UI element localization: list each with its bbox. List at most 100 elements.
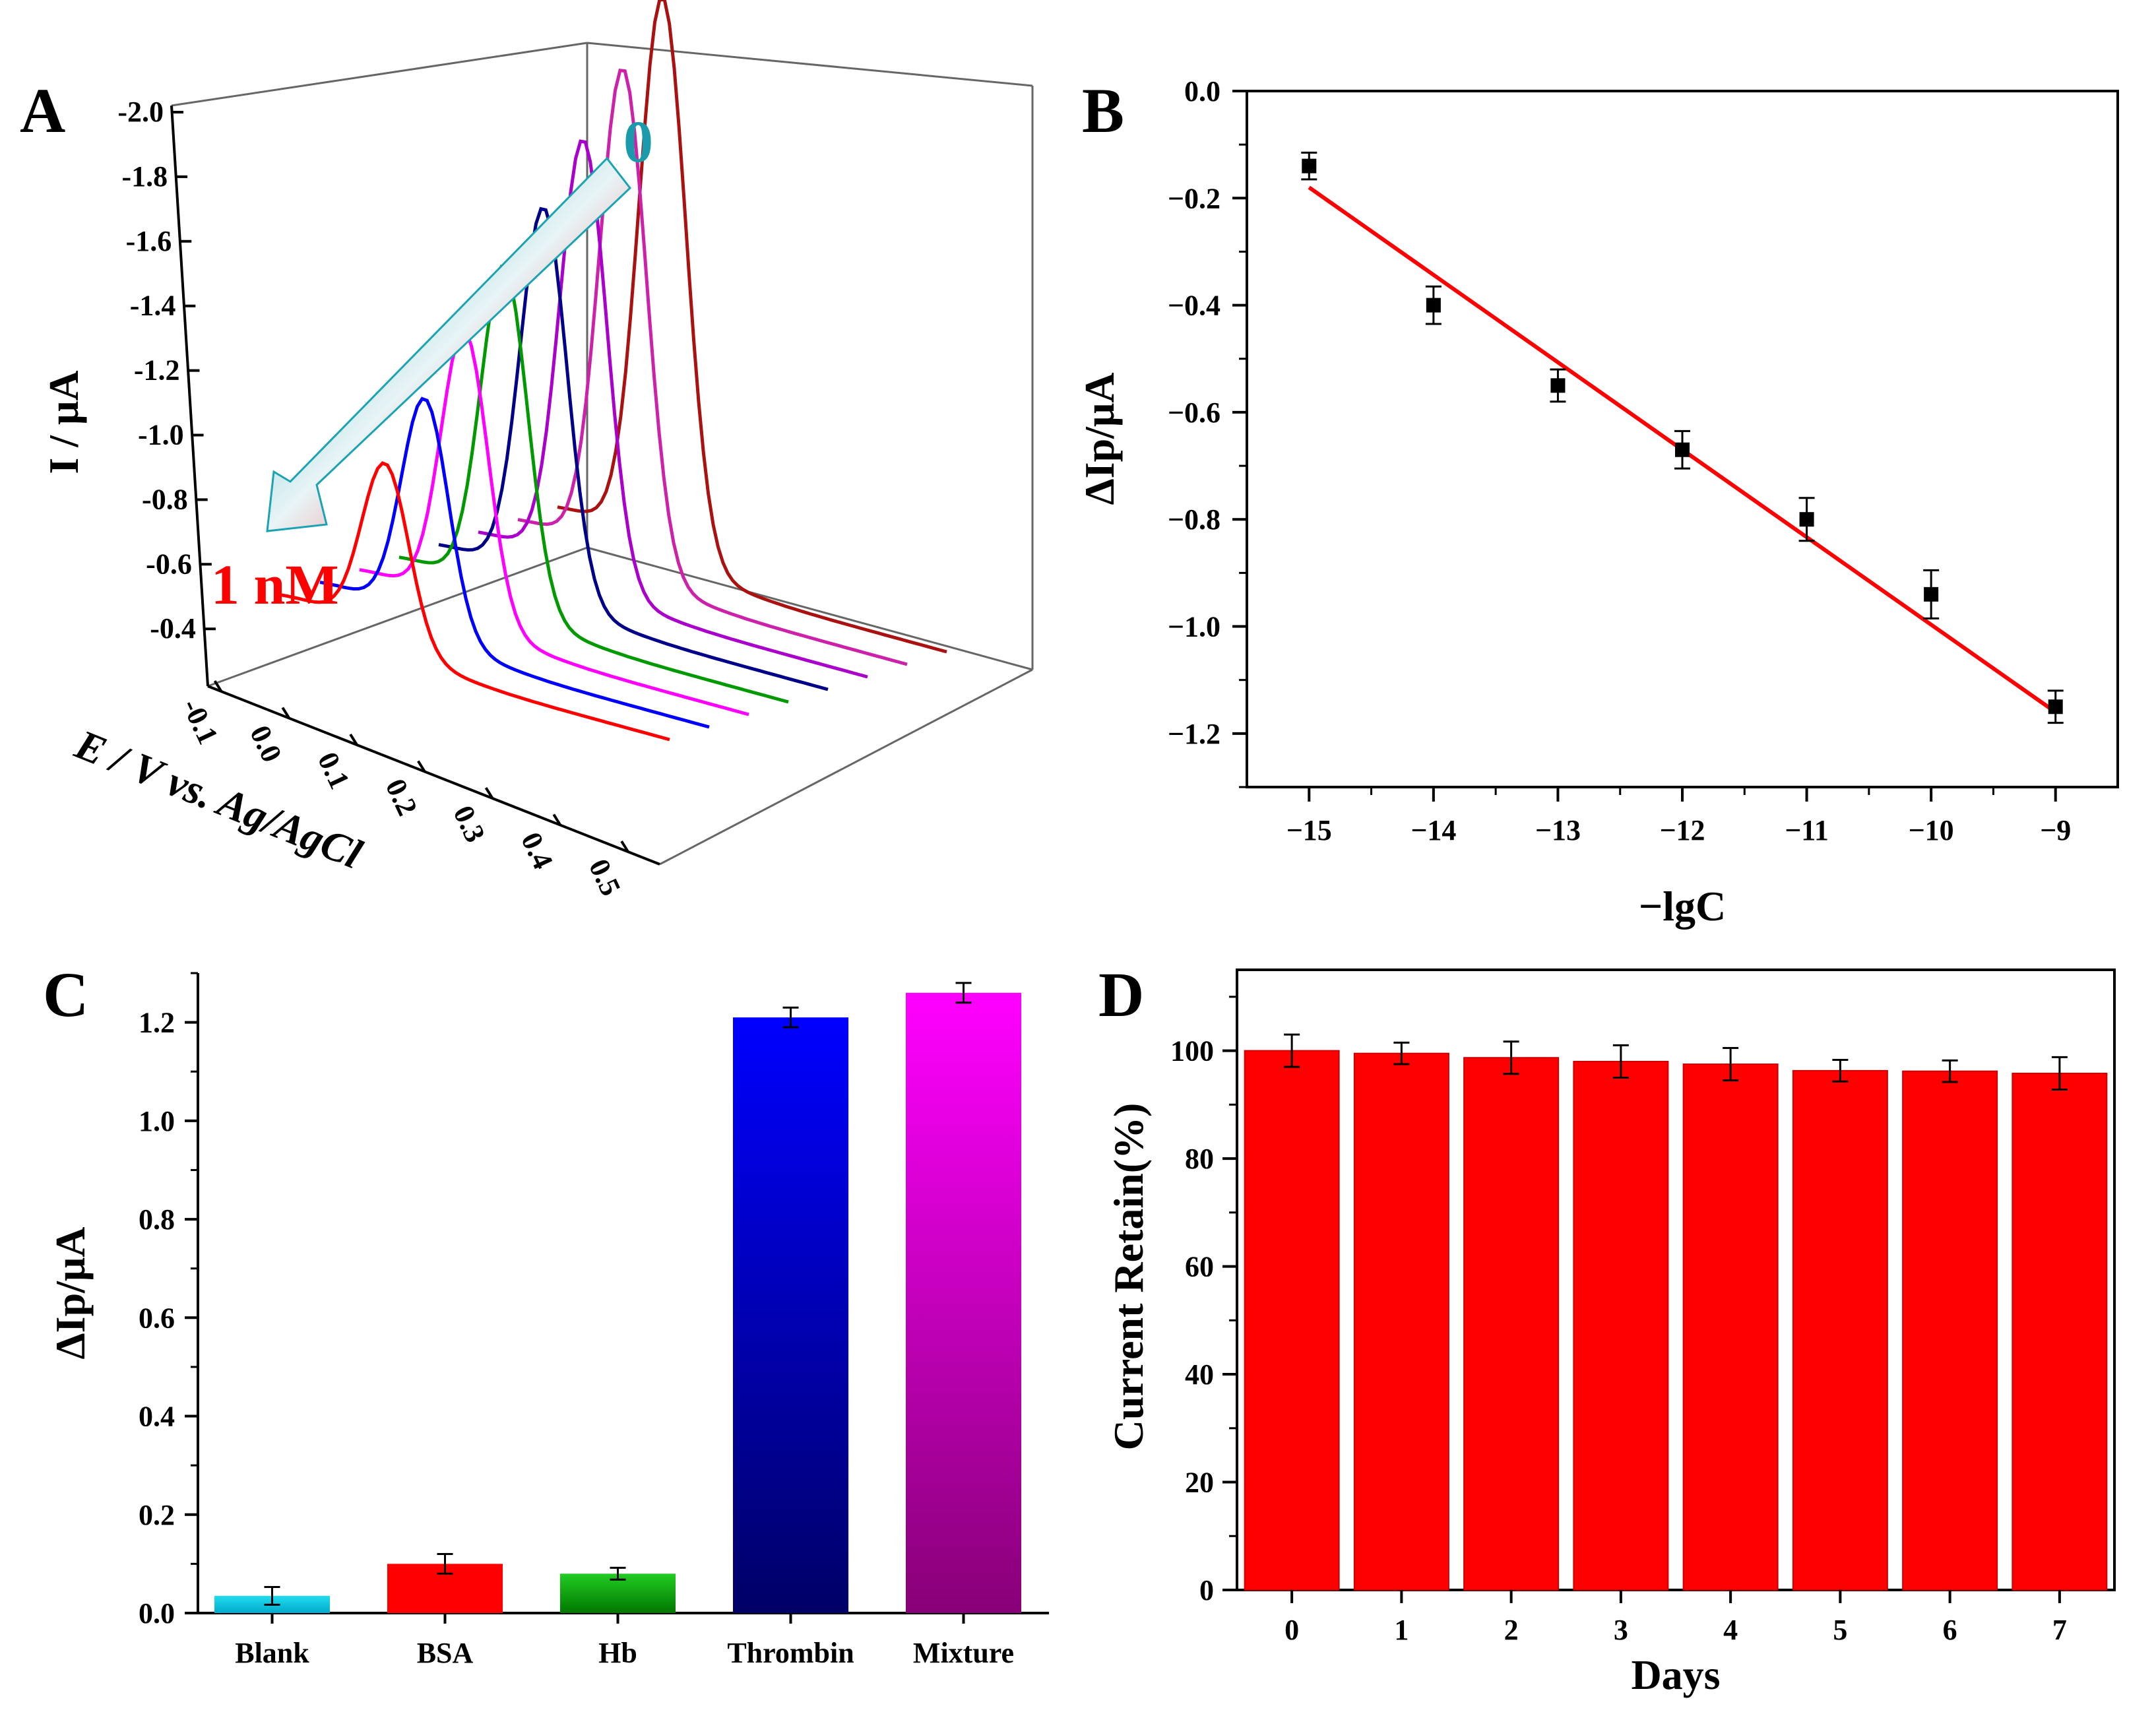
panel-a-z-label: I / μA — [40, 370, 87, 474]
panel-c-x-tick-label: Hb — [598, 1637, 637, 1669]
panel-a: A -2.0 -1.8 -1.6 -1.4 -1.2 -1.0 -0.8 -0.6 -0.4 -… — [20, 0, 1034, 901]
panel-c-y-label: ΔIp/μA — [47, 1227, 94, 1360]
panel-a-x-axis — [207, 685, 660, 866]
panel-c-y-tick-label: 0.6 — [139, 1302, 175, 1334]
panel-b-x-tick-label: −10 — [1909, 814, 1954, 846]
panel-a-curve-4 — [398, 265, 789, 704]
panel-b-data-point — [1302, 158, 1317, 174]
panel-d-x-tick-label: 3 — [1614, 1614, 1628, 1646]
panel-c-y-tick-label: 1.0 — [139, 1105, 175, 1137]
panel-c-label: C — [43, 959, 88, 1030]
panel-a-x-tick — [620, 841, 629, 853]
panel-c-marks: Blank BSA Hb Thrombin Mixture — [214, 982, 1021, 1669]
panel-d-y-tick-label: 40 — [1185, 1358, 1214, 1391]
panel-d-x-tick-label: 4 — [1723, 1614, 1738, 1646]
panel-d-x-tick-label: 0 — [1284, 1614, 1299, 1646]
panel-a-x-tick — [484, 787, 494, 800]
panel-b-data-point — [1799, 512, 1814, 527]
panel-b-x-label: −lgC — [1639, 883, 1726, 930]
panel-a-x-tick-label: -0.1 — [175, 694, 224, 749]
panel-a-x-tick-label: 0.3 — [447, 801, 491, 848]
panel-d-y-tick-label: 0 — [1199, 1574, 1214, 1606]
panel-b-x-tick-label: −14 — [1411, 814, 1456, 846]
panel-b-x-tick-label: −12 — [1659, 814, 1705, 846]
panel-d-plot-frame — [1236, 968, 2116, 1591]
panel-a-curve-7 — [517, 68, 908, 666]
panel-d-x-tick-label: 2 — [1504, 1614, 1519, 1646]
panel-a-x-tick — [552, 813, 561, 826]
panel-b-y-tick-label: −1.2 — [1168, 718, 1221, 750]
panel-b-ticks: −15 −14 −13 −12 −11 −10 −9 0.0 −0.2 −0.4 −0.6 −0.8 −… — [1168, 75, 2071, 846]
panel-a-curve-2 — [319, 397, 710, 729]
panel-a-z-tick-label: -1.2 — [134, 354, 180, 387]
panel-b-marks — [1301, 151, 2064, 724]
panel-d-y-tick-label: 20 — [1185, 1467, 1214, 1499]
panel-c-y-tick-label: 0.8 — [139, 1203, 175, 1236]
panel-d-bar-day-2 — [1463, 1057, 1560, 1591]
panel-a-curve-8 — [557, 0, 947, 654]
panel-d-x-tick-label: 1 — [1394, 1614, 1409, 1646]
panel-d-x-label: Days — [1631, 1651, 1720, 1698]
panel-b-y-tick-label: −0.2 — [1168, 182, 1221, 214]
panel-d-bar-day-5 — [1792, 1069, 1888, 1591]
panel-d-bar-day-3 — [1573, 1060, 1669, 1591]
panel-a-z-tick-label: -1.6 — [126, 225, 172, 257]
panel-b-data-point — [2048, 699, 2063, 714]
panel-b-data-point — [1426, 298, 1441, 313]
panel-d-x-tick-label: 7 — [2052, 1614, 2067, 1646]
panel-a-x-tick — [417, 760, 426, 773]
panel-d-bar-day-6 — [1902, 1070, 1998, 1591]
panel-a-z-tick-label: -0.6 — [146, 548, 192, 580]
panel-a-curve-1 — [280, 461, 670, 742]
panel-c: C 0.0 0.2 0.4 0.6 0.8 1.0 1.2 Blank BSA Hb Thromb… — [43, 959, 1049, 1669]
panel-a-x-label: E / V vs. Ag/AgCl — [69, 720, 369, 878]
panel-a-x-tick — [213, 680, 223, 693]
panel-d-x-tick-label: 5 — [1833, 1614, 1847, 1646]
panel-a-x-tick-label: 0.2 — [379, 774, 424, 821]
panel-c-bar-thrombin — [733, 1017, 848, 1613]
panel-c-y-tick-label: 0.0 — [139, 1597, 175, 1630]
panel-b-x-tick-label: −9 — [2040, 814, 2071, 846]
panel-b-data-point — [1924, 587, 1939, 602]
panel-a-x-tick — [281, 707, 290, 719]
panel-d-bar-day-0 — [1244, 1050, 1340, 1591]
panel-d-label: D — [1098, 959, 1144, 1030]
panel-a-x-tick-label: 0.5 — [583, 854, 627, 901]
panel-d: D 0 20 40 60 80 100 0 1 2 3 4 5 6 7 Current Retain(%… — [1098, 959, 2116, 1698]
panel-b-y-tick-label: −1.0 — [1168, 611, 1221, 643]
panel-b-label: B — [1082, 75, 1124, 146]
panel-a-x-tick-label: 0.1 — [311, 747, 356, 794]
panel-c-x-tick-label: BSA — [417, 1637, 474, 1669]
panel-c-x-tick-label: Thrombin — [727, 1637, 854, 1669]
panel-d-marks: 0 1 2 3 4 5 6 7 — [1244, 1033, 2108, 1646]
panel-b-y-tick-label: −0.4 — [1168, 290, 1221, 322]
panel-d-y-tick-label: 80 — [1185, 1143, 1214, 1175]
panel-d-bar-day-4 — [1682, 1063, 1779, 1591]
panel-b: B −15 −14 −13 −12 −11 −10 −9 0.0 −0.2 −0.4 −0.6 −0.… — [1076, 75, 2119, 930]
panel-d-y-tick-label: 100 — [1170, 1035, 1214, 1067]
panel-a-frame — [170, 42, 1034, 866]
panel-a-x-tick-label: 0.0 — [243, 720, 288, 767]
panel-b-x-tick-label: −13 — [1535, 814, 1581, 846]
panel-d-bar-day-1 — [1353, 1052, 1449, 1591]
panel-a-z-tick-label: -1.8 — [121, 160, 168, 193]
panel-c-bar-mixture — [906, 992, 1021, 1613]
panel-a-z-axis — [170, 105, 209, 687]
panel-c-y-tick-label: 0.4 — [139, 1401, 175, 1433]
panel-a-z-ticks: -2.0 -1.8 -1.6 -1.4 -1.2 -1.0 -0.8 -0.6 -0.4 — [117, 96, 216, 645]
panel-b-y-tick-label: −0.6 — [1168, 397, 1221, 429]
annotation-1nm: 1 nM — [211, 553, 339, 616]
panel-a-z-tick-label: -0.4 — [150, 612, 196, 645]
panel-b-y-tick-label: 0.0 — [1184, 75, 1221, 108]
panel-a-x-tick — [349, 734, 358, 746]
panel-d-x-tick-label: 6 — [1943, 1614, 1957, 1646]
panel-d-ticks: 0 20 40 60 80 100 — [1170, 996, 1237, 1606]
panel-c-y-tick-label: 1.2 — [139, 1007, 175, 1039]
panel-a-x-tick-label: 0.4 — [515, 827, 559, 874]
panel-b-x-tick-label: −11 — [1785, 814, 1829, 846]
panel-b-x-tick-label: −15 — [1286, 814, 1332, 846]
panel-a-z-tick-label: -1.0 — [138, 419, 184, 451]
panel-a-z-tick-label: -0.8 — [142, 483, 188, 515]
panel-b-data-point — [1675, 442, 1690, 457]
panel-c-x-tick-label: Blank — [235, 1637, 309, 1669]
